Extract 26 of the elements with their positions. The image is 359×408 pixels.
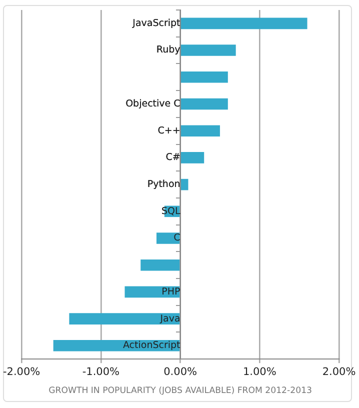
- bar: [180, 178, 188, 190]
- bar: [140, 259, 180, 271]
- bar: [69, 313, 180, 324]
- y-tick-label: PHP: [162, 286, 181, 298]
- y-tick-label: ActionScript: [122, 340, 181, 352]
- x-axis-title: GROWTH IN POPULARITY (JOBS AVAILABLE) FROM 2012-2013: [48, 386, 312, 396]
- bar: [180, 152, 204, 164]
- bar: [180, 98, 228, 110]
- y-tick-label: Java: [159, 313, 180, 324]
- y-tick-label: C: [174, 232, 181, 244]
- y-tick-label: Objective C: [126, 98, 181, 110]
- x-tick-label: -1.00%: [82, 366, 120, 378]
- y-tick-label: Ruby: [156, 44, 181, 56]
- bar: [180, 18, 308, 30]
- bar: [180, 125, 220, 136]
- y-tick-label: C#: [166, 152, 180, 164]
- x-tick-label: 0.00%: [164, 366, 197, 378]
- bar: [180, 71, 228, 83]
- x-tick-label: -2.00%: [2, 366, 40, 378]
- y-tick-label: C++: [158, 125, 180, 136]
- y-tick-label: JavaScript: [132, 18, 181, 29]
- bar: [156, 232, 180, 244]
- x-tick-label: 2.00%: [322, 366, 356, 378]
- bar: [180, 44, 236, 56]
- x-tick-label: 1.00%: [242, 366, 276, 378]
- y-tick-label: Python: [147, 179, 180, 190]
